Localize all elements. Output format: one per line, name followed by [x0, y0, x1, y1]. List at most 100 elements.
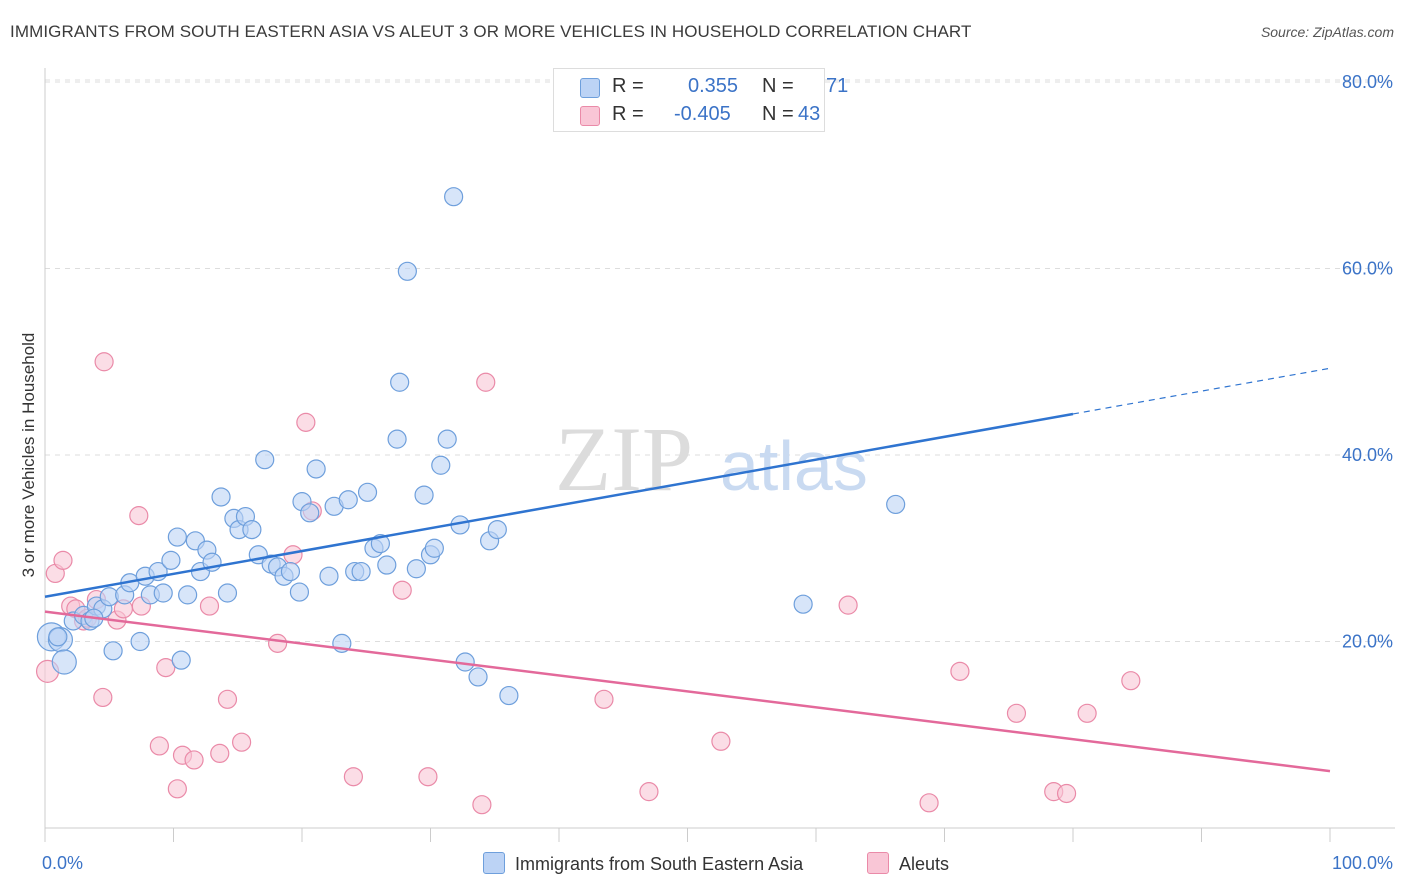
aleuts-point	[418, 767, 438, 787]
immigrants-point	[414, 485, 434, 505]
immigrants-point	[280, 561, 301, 582]
aleuts-point	[1121, 671, 1141, 691]
y-axis-label: 3 or more Vehicles in Household	[19, 332, 38, 578]
aleuts-point	[476, 372, 496, 392]
legend-r-label: R =	[612, 75, 644, 97]
immigrants-point	[242, 519, 262, 540]
aleuts-point	[149, 736, 169, 756]
legend-swatch-pink	[580, 106, 600, 126]
y-tick-label: 60.0%	[1342, 259, 1393, 279]
y-tick-label: 20.0%	[1342, 632, 1393, 652]
immigrants-point	[103, 641, 123, 661]
stats-legend: R = 0.355 N = 71 R = -0.405 N = 43	[553, 68, 848, 132]
aleuts-point	[217, 689, 238, 709]
trend-lines	[44, 367, 1331, 773]
immigrants-point	[319, 566, 339, 586]
immigrants-point	[48, 627, 68, 647]
aleuts-point	[594, 689, 614, 709]
axes	[44, 68, 1395, 842]
immigrants-point	[397, 261, 417, 281]
watermark-atlas: atlas	[720, 427, 868, 505]
aleuts-point	[296, 412, 316, 432]
legend-label-aleuts: Aleuts	[899, 854, 950, 874]
immigrants-point	[171, 650, 191, 670]
aleuts-point	[93, 687, 113, 708]
legend-r-value: 0.355	[688, 75, 739, 97]
aleuts-point	[711, 731, 731, 751]
legend-label-immigrants: Immigrants from South Eastern Asia	[515, 854, 804, 874]
immigrants-point	[424, 538, 444, 558]
immigrants-point	[255, 450, 275, 470]
aleuts-point	[156, 658, 176, 678]
x-tick-label: 100.0%	[1332, 853, 1393, 873]
aleuts-point	[167, 779, 187, 799]
aleuts-points	[35, 352, 1141, 815]
grid-lines	[45, 79, 1395, 642]
x-tick-label: 0.0%	[42, 853, 83, 873]
immigrants-points	[36, 187, 906, 706]
aleuts-point	[94, 352, 114, 372]
immigrants-point	[289, 582, 310, 602]
immigrants-point	[211, 487, 231, 507]
immigrants-point	[130, 631, 150, 652]
immigrants-point	[390, 372, 410, 392]
aleuts-point	[199, 596, 220, 616]
aleuts-point	[129, 506, 149, 526]
y-tick-label: 80.0%	[1342, 72, 1393, 92]
aleuts-point	[343, 767, 363, 787]
legend-n-value: 43	[798, 103, 821, 125]
aleuts-point	[838, 595, 858, 615]
aleuts-point	[639, 782, 659, 802]
aleuts-point	[210, 743, 230, 764]
aleuts-point	[392, 580, 412, 600]
legend-n-label: N =	[762, 75, 794, 97]
legend-item-aleuts: Aleuts	[867, 852, 949, 875]
aleuts-trend-line	[44, 610, 1331, 773]
aleuts-point	[1056, 783, 1077, 804]
legend-r-label: R =	[612, 103, 644, 125]
legend-n-label: N =	[762, 103, 794, 125]
aleuts-point	[950, 661, 970, 681]
immigrants-point	[357, 482, 378, 502]
legend-swatch-pink	[867, 852, 889, 874]
immigrants-point	[431, 455, 451, 475]
aleuts-point	[1077, 703, 1097, 723]
immigrants-point	[444, 187, 464, 207]
aleuts-point	[53, 550, 73, 570]
immigrants-point	[406, 559, 426, 579]
aleuts-point	[472, 795, 492, 815]
aleuts-point	[184, 750, 204, 770]
chart-title: IMMIGRANTS FROM SOUTH EASTERN ASIA VS AL…	[10, 22, 972, 41]
immigrants-point	[217, 583, 238, 603]
legend-n-value: 71	[826, 75, 849, 97]
immigrants-point	[437, 429, 457, 449]
aleuts-point	[267, 633, 288, 653]
immigrants-point	[468, 667, 488, 687]
legend-item-immigrants: Immigrants from South Eastern Asia	[483, 852, 803, 875]
source-label: Source: ZipAtlas.com	[1260, 24, 1394, 40]
aleuts-point	[1006, 703, 1027, 723]
immigrants-point	[306, 459, 326, 479]
y-tick-label: 40.0%	[1342, 445, 1393, 465]
tick-labels: 20.0% 40.0% 60.0% 80.0% 0.0% 100.0%	[42, 72, 1393, 873]
immigrants-point	[499, 685, 519, 706]
immigrants-point	[487, 519, 507, 540]
aleuts-point	[919, 793, 939, 813]
immigrants-point	[886, 494, 906, 515]
immigrants-point	[793, 594, 813, 614]
immigrants-point	[351, 561, 371, 582]
immigrants-point	[377, 555, 397, 575]
immigrants-point	[300, 503, 320, 523]
legend-swatch-blue	[580, 78, 600, 98]
immigrants-point	[178, 585, 198, 605]
immigrants-trend-extension	[1072, 367, 1331, 415]
immigrants-point	[51, 649, 77, 675]
immigrants-point	[167, 527, 187, 547]
immigrants-point	[161, 550, 181, 570]
aleuts-point	[232, 732, 252, 752]
legend-r-value: -0.405	[674, 103, 731, 125]
legend-swatch-blue	[483, 852, 505, 874]
immigrants-point	[153, 583, 173, 603]
immigrants-point	[338, 490, 358, 510]
